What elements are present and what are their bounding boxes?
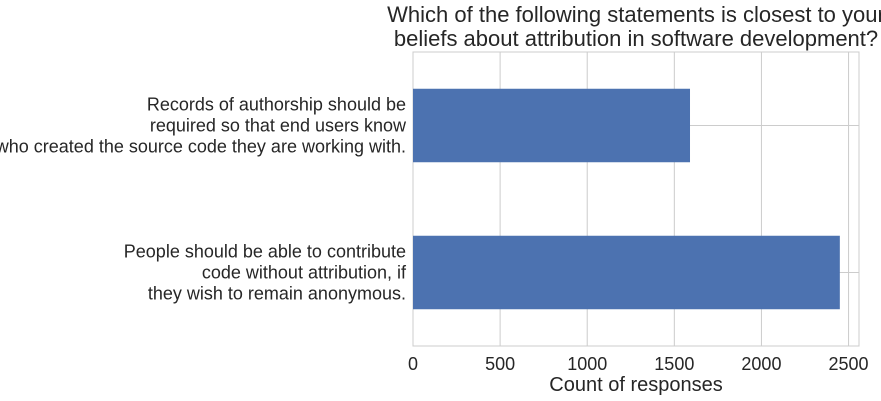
category-label-line: they wish to remain anonymous.	[148, 284, 406, 304]
x-tick-label: 1500	[654, 354, 694, 374]
category-label-2: People should be able to contribute code …	[124, 242, 407, 304]
bar-2	[413, 235, 840, 310]
chart-title-line: Which of the following statements is clo…	[387, 2, 881, 27]
x-tick-label: 2500	[829, 354, 869, 374]
chart-title-text: Which of the following statements is clo…	[387, 2, 881, 51]
category-label-line: Records of authorship should be	[147, 95, 406, 115]
x-tick-labels: 0 500 1000 1500 2000 2500	[408, 354, 869, 374]
x-tick-label: 500	[485, 354, 515, 374]
bars	[413, 88, 840, 310]
bar-1	[413, 88, 691, 163]
category-label-line: code without attribution, if	[202, 263, 407, 283]
category-label-line: who created the source code they are wor…	[0, 137, 406, 157]
x-tick-label: 1000	[567, 354, 607, 374]
x-tick-label: 0	[408, 354, 418, 374]
x-axis-label: Count of responses	[549, 374, 722, 396]
chart-title: Which of the following statements is clo…	[387, 2, 881, 51]
category-label-line: People should be able to contribute	[124, 242, 406, 262]
category-label-line: required so that end users know	[150, 116, 407, 136]
category-label-1: Records of authorship should be required …	[0, 95, 407, 157]
chart-title-line: beliefs about attribution in software de…	[394, 26, 878, 51]
x-tick-label: 2000	[741, 354, 781, 374]
category-labels: Records of authorship should be required …	[0, 95, 407, 304]
